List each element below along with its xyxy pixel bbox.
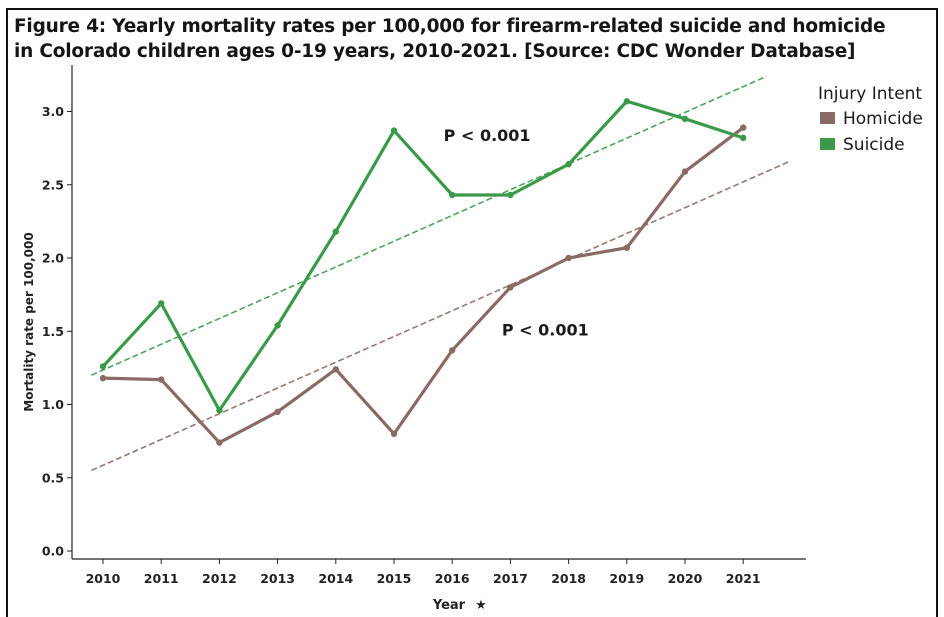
x-tick-label: 2011 — [144, 571, 179, 586]
homicide-point — [507, 284, 514, 291]
y-axis-label: Mortality rate per 100,000 — [22, 232, 36, 411]
homicide-point — [99, 374, 107, 382]
x-tick-label: 2021 — [726, 571, 761, 586]
x-tick-label: 2017 — [493, 571, 528, 586]
homicide-point — [216, 439, 223, 446]
y-tick-label: 1.5 — [42, 324, 64, 339]
data-series — [99, 98, 747, 446]
p-value-annotation-homicide: P < 0.001 — [502, 321, 589, 340]
y-tick-label: 2.0 — [42, 251, 64, 266]
x-tick-label: 2019 — [609, 571, 644, 586]
y-tick-label: 1.0 — [42, 397, 64, 412]
axes: 0.0 0.5 1.0 1.5 2.0 2.5 3.0 2010 2011 2012 2013 201… — [22, 65, 806, 613]
homicide-point — [565, 254, 572, 262]
suicide-point — [623, 98, 630, 105]
x-tick-label: 2013 — [260, 571, 295, 586]
legend-label-homicide: Homicide — [843, 109, 923, 129]
trend-line-suicide — [91, 75, 767, 376]
series-homicide — [99, 124, 747, 446]
suicide-point — [390, 127, 398, 134]
suicide-point — [216, 407, 223, 414]
legend: Injury Intent Homicide Suicide — [818, 84, 923, 155]
trend-lines — [91, 75, 791, 472]
x-tick-label: 2010 — [86, 571, 121, 586]
suicide-point — [332, 228, 339, 235]
suicide-point — [740, 134, 747, 142]
chart-title: Figure 4: Yearly mortality rates per 100… — [14, 14, 914, 64]
homicide-point — [681, 168, 689, 175]
p-value-annotation-suicide: P < 0.001 — [444, 126, 531, 145]
chart-title-line-1: Figure 4: Yearly mortality rates per 100… — [14, 16, 886, 37]
suicide-point — [507, 191, 514, 199]
homicide-point — [740, 124, 747, 131]
x-tick-label: 2014 — [318, 571, 353, 586]
homicide-point — [274, 408, 281, 416]
x-tick-label: 2018 — [551, 571, 586, 586]
chart-title-line-2: in Colorado children ages 0-19 years, 20… — [14, 41, 856, 62]
suicide-point — [565, 161, 572, 168]
suicide-point — [274, 322, 281, 329]
suicide-point — [99, 363, 107, 370]
legend-swatch-suicide — [820, 138, 835, 150]
y-tick-label: 2.5 — [42, 177, 64, 192]
y-tick-label: 0.0 — [42, 544, 64, 559]
homicide-point — [390, 430, 398, 437]
x-axis-label-marker: ★ — [475, 598, 487, 613]
x-tick-label: 2012 — [202, 571, 237, 586]
legend-swatch-homicide — [820, 112, 835, 124]
legend-label-suicide: Suicide — [843, 135, 905, 155]
y-tick-label: 3.0 — [42, 104, 64, 119]
homicide-point — [623, 244, 630, 251]
homicide-line — [101, 126, 745, 445]
annotations: P < 0.001 P < 0.001 — [444, 126, 589, 340]
suicide-line — [101, 99, 745, 412]
suicide-point — [158, 300, 165, 307]
x-axis-label: Year — [432, 598, 466, 613]
suicide-point — [449, 191, 456, 199]
trend-line-homicide — [91, 160, 791, 472]
x-tick-label: 2015 — [377, 571, 412, 586]
legend-title: Injury Intent — [818, 84, 922, 104]
x-tick-label: 2020 — [668, 571, 703, 586]
homicide-point — [332, 366, 339, 373]
homicide-point — [158, 376, 165, 383]
y-tick-label: 0.5 — [42, 470, 64, 485]
x-tick-label: 2016 — [435, 571, 470, 586]
homicide-point — [449, 347, 456, 354]
series-suicide — [99, 98, 747, 414]
suicide-point — [681, 115, 689, 123]
figure-frame — [6, 8, 938, 617]
